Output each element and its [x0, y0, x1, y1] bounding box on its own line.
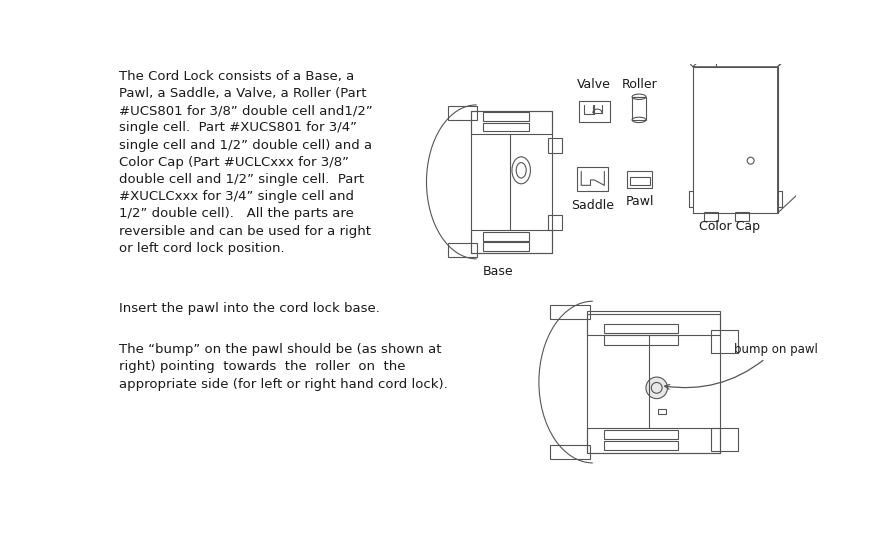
Bar: [734, 212, 749, 221]
Bar: [626, 171, 651, 187]
Bar: [657, 409, 665, 414]
Text: bump on pawl: bump on pawl: [664, 343, 817, 389]
Bar: [603, 430, 677, 439]
Text: Saddle: Saddle: [571, 199, 614, 212]
Bar: [482, 233, 528, 241]
Bar: [548, 137, 562, 153]
Bar: [629, 177, 649, 185]
Bar: [710, 428, 737, 451]
Text: Base: Base: [482, 265, 513, 278]
Bar: [470, 230, 551, 253]
Bar: [550, 445, 590, 459]
Bar: [482, 242, 528, 251]
Bar: [587, 314, 719, 453]
Bar: [587, 428, 719, 453]
Text: Roller: Roller: [621, 78, 657, 91]
Text: Insert the pawl into the cord lock base.: Insert the pawl into the cord lock base.: [119, 302, 380, 315]
Bar: [710, 330, 737, 353]
Bar: [447, 243, 477, 257]
Bar: [482, 112, 528, 121]
Text: Valve: Valve: [577, 78, 610, 91]
Bar: [703, 212, 718, 221]
Bar: [632, 97, 645, 120]
Bar: [587, 311, 719, 336]
Text: Color Cap: Color Cap: [698, 220, 758, 233]
Bar: [470, 111, 551, 134]
Bar: [603, 441, 677, 450]
Bar: [603, 324, 677, 333]
Bar: [482, 123, 528, 132]
Bar: [470, 111, 551, 253]
Ellipse shape: [645, 377, 667, 398]
Bar: [577, 167, 608, 192]
Bar: [579, 100, 609, 122]
Bar: [447, 106, 477, 120]
Text: The Cord Lock consists of a Base, a
Pawl, a Saddle, a Valve, a Roller (Part
#UCS: The Cord Lock consists of a Base, a Pawl…: [119, 70, 373, 255]
Bar: [550, 305, 590, 319]
Bar: [548, 215, 562, 230]
Text: Pawl: Pawl: [625, 195, 653, 208]
Text: The “bump” on the pawl should be (as shown at
right) pointing  towards  the  rol: The “bump” on the pawl should be (as sho…: [119, 343, 447, 390]
Bar: [603, 336, 677, 345]
